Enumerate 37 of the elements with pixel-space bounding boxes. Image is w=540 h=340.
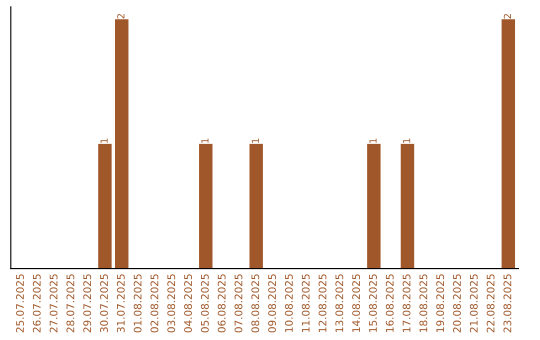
x-tick-label: 20.08.2025 — [453, 274, 461, 332]
x-tick-label: 23.08.2025 — [503, 274, 512, 332]
data-label: 1 — [201, 138, 208, 143]
x-tick-label: 09.08.2025 — [268, 274, 276, 332]
x-tick-label: 18.08.2025 — [419, 274, 428, 332]
x-tick-label: 25.07.2025 — [16, 274, 24, 332]
x-tick-label: 06.08.2025 — [218, 274, 226, 332]
x-tick-label: 15.08.2025 — [368, 274, 377, 332]
x-tick-label: 04.08.2025 — [184, 274, 192, 332]
x-tick-label: 05.08.2025 — [200, 274, 209, 332]
x-tick-label: 08.08.2025 — [251, 274, 260, 332]
data-label: 1 — [100, 138, 108, 143]
x-tick-label: 16.08.2025 — [386, 274, 394, 332]
x-tick-label: 30.07.2025 — [100, 274, 108, 332]
data-label: 1 — [369, 138, 377, 143]
x-tick-label: 12.08.2025 — [318, 274, 326, 332]
x-tick-label: 26.07.2025 — [32, 274, 41, 332]
x-tick-label: 31.07.2025 — [116, 274, 125, 332]
x-tick-label: 11.08.2025 — [302, 274, 310, 332]
x-tick-label: 28.07.2025 — [66, 274, 74, 332]
data-label: 2 — [504, 14, 511, 19]
x-tick-label: 07.08.2025 — [234, 274, 242, 332]
data-label: 1 — [403, 138, 410, 143]
x-tick-label: 22.08.2025 — [486, 274, 495, 332]
x-tick-label: 14.08.2025 — [352, 274, 360, 332]
x-tick-label: 21.08.2025 — [470, 274, 478, 332]
x-tick-label: 02.08.2025 — [150, 274, 158, 332]
data-label: 1 — [252, 138, 259, 143]
x-tick-label: 27.07.2025 — [50, 274, 58, 332]
x-tick-label: 29.07.2025 — [83, 274, 92, 332]
data-label: 2 — [117, 14, 124, 19]
x-tick-label: 01.08.2025 — [134, 274, 142, 332]
x-tick-label: 13.08.2025 — [335, 274, 344, 332]
x-tick-label: 19.08.2025 — [436, 274, 444, 332]
x-tick-label: 10.08.2025 — [284, 274, 293, 332]
x-tick-label: 03.08.2025 — [167, 274, 176, 332]
x-tick-label: 17.08.2025 — [402, 274, 410, 332]
